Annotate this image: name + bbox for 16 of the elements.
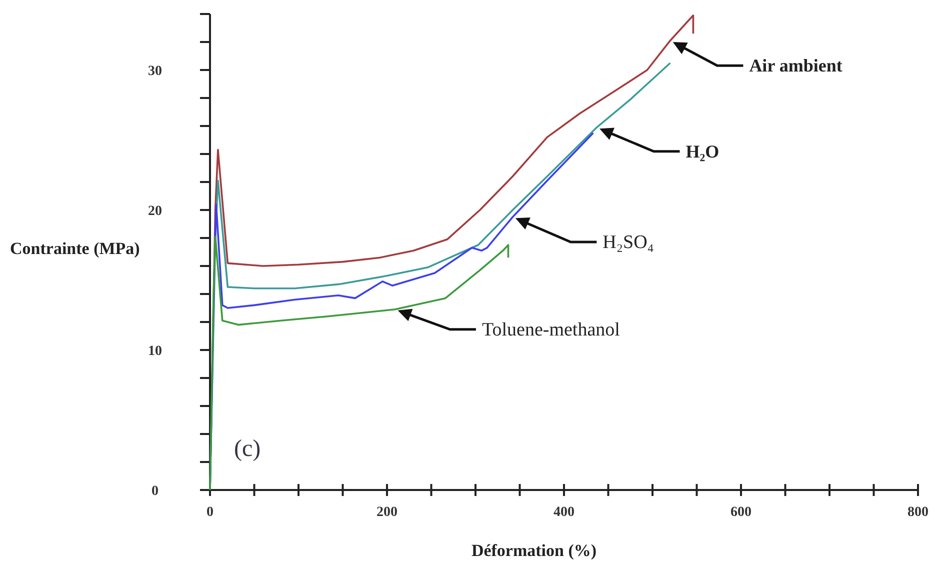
y-tick-label: 0 — [152, 484, 158, 499]
y-axis-title: Contrainte (MPa) — [10, 239, 140, 258]
y-tick-label: 10 — [148, 344, 162, 359]
x-tick-label: 0 — [206, 505, 214, 520]
text: H₂O — [686, 141, 720, 162]
x-tick-label: 800 — [908, 505, 928, 520]
x-axis-title: Déformation (%) — [471, 541, 597, 560]
y-tick-label: 20 — [148, 204, 162, 219]
text: H₂SO₄ — [602, 232, 654, 253]
text: Air ambient — [749, 56, 842, 76]
x-tick-label: 600 — [730, 505, 752, 520]
annotation: (c) — [234, 436, 261, 462]
x-tick-label: 200 — [376, 505, 398, 520]
y-tick-label: 30 — [148, 64, 162, 79]
x-tick-label: 400 — [554, 505, 574, 520]
text: Toluene-methanol — [482, 319, 620, 340]
